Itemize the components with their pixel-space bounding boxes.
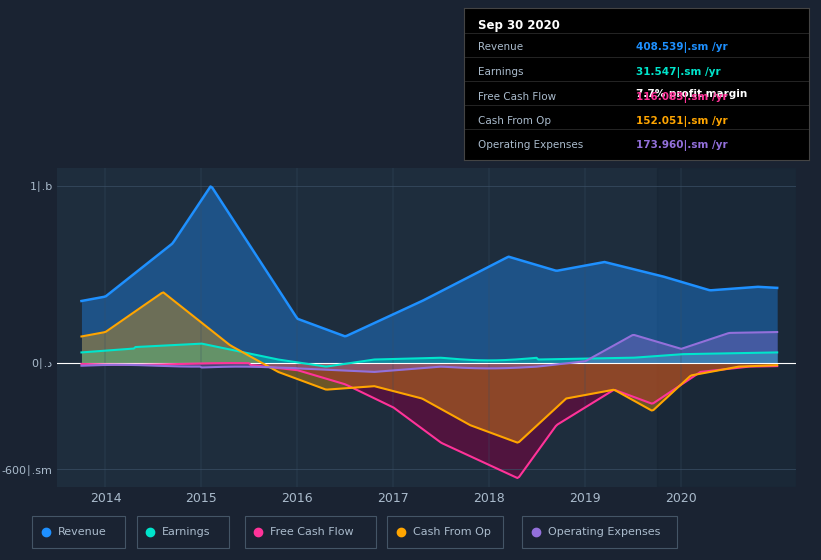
Text: Free Cash Flow: Free Cash Flow: [270, 527, 354, 537]
Text: Revenue: Revenue: [478, 41, 523, 52]
Text: 7.7% profit margin: 7.7% profit margin: [636, 88, 748, 99]
Text: Cash From Op: Cash From Op: [413, 527, 491, 537]
Text: Free Cash Flow: Free Cash Flow: [478, 91, 556, 101]
Text: Operating Expenses: Operating Expenses: [548, 527, 660, 537]
Bar: [136, 516, 229, 548]
Text: Earnings: Earnings: [478, 67, 523, 77]
Text: 116.083|.sm /yr: 116.083|.sm /yr: [636, 91, 728, 102]
Text: Operating Expenses: Operating Expenses: [478, 140, 583, 150]
Text: 152.051|.sm /yr: 152.051|.sm /yr: [636, 116, 728, 127]
Bar: [522, 516, 677, 548]
Text: Cash From Op: Cash From Op: [478, 116, 551, 126]
Bar: [32, 516, 125, 548]
Bar: [245, 516, 376, 548]
Text: Sep 30 2020: Sep 30 2020: [478, 19, 560, 32]
Bar: [658, 168, 796, 487]
Text: 173.960|.sm /yr: 173.960|.sm /yr: [636, 140, 728, 151]
Text: 31.547|.sm /yr: 31.547|.sm /yr: [636, 67, 721, 78]
Text: Revenue: Revenue: [57, 527, 107, 537]
Text: Earnings: Earnings: [162, 527, 210, 537]
Text: 408.539|.sm /yr: 408.539|.sm /yr: [636, 41, 728, 53]
Bar: [388, 516, 503, 548]
